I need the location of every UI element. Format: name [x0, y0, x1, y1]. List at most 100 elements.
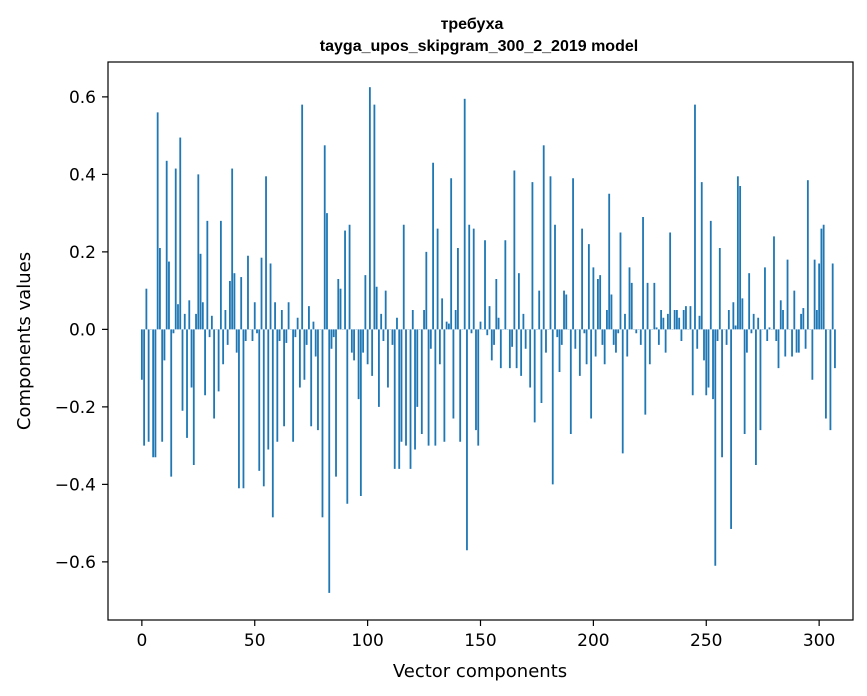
bar-61	[278, 329, 281, 342]
bar-2	[145, 288, 148, 330]
bar-186	[560, 329, 563, 345]
bar-277	[766, 329, 769, 342]
bar-302	[822, 224, 825, 330]
bar-98	[362, 329, 365, 353]
bar-284	[782, 310, 784, 330]
bar-278	[768, 327, 771, 330]
bar-59	[274, 302, 276, 330]
bar-153	[486, 329, 489, 336]
bar-237	[676, 310, 678, 330]
bar-215	[626, 329, 629, 357]
bar-13	[170, 329, 173, 477]
bar-125	[423, 310, 425, 330]
bar-85	[332, 329, 335, 338]
bar-282	[777, 329, 780, 369]
bar-18	[181, 329, 184, 411]
bar-42	[235, 329, 238, 353]
y-tick-label: 0.6	[69, 88, 96, 108]
bar-12	[168, 261, 170, 330]
bar-208	[610, 294, 613, 330]
bar-172	[529, 329, 532, 388]
bar-100	[366, 329, 369, 365]
bar-109	[387, 329, 389, 388]
bar-169	[522, 313, 525, 330]
bar-37	[224, 310, 227, 330]
bar-102	[371, 329, 374, 376]
bar-124	[420, 329, 423, 435]
bar-212	[619, 232, 622, 330]
bar-266	[741, 298, 744, 330]
bar-174	[533, 329, 536, 423]
bar-156	[493, 329, 495, 345]
bar-250	[705, 329, 708, 396]
bar-289	[793, 290, 796, 330]
bar-272	[755, 329, 757, 466]
bar-249	[703, 329, 705, 361]
bar-210	[615, 329, 617, 353]
x-tick-label: 300	[803, 631, 835, 651]
bar-3	[147, 329, 150, 442]
bar-158	[497, 317, 500, 330]
y-tick-label: 0.2	[69, 243, 96, 263]
bar-31	[210, 315, 213, 330]
bar-122	[416, 329, 419, 407]
bar-238	[678, 317, 681, 330]
bar-264	[736, 176, 739, 330]
bar-7	[156, 112, 159, 330]
bar-11	[165, 160, 168, 330]
bar-231	[662, 317, 665, 330]
bar-288	[791, 329, 793, 357]
bar-244	[691, 329, 694, 396]
bar-50	[253, 302, 256, 330]
bar-24	[195, 313, 197, 330]
bar-53	[260, 257, 263, 330]
bar-203	[599, 275, 602, 330]
bar-219	[635, 329, 638, 334]
bar-211	[617, 329, 620, 334]
bar-245	[694, 104, 696, 330]
bar-28	[204, 329, 206, 396]
bar-39	[229, 280, 231, 330]
bar-170	[524, 329, 527, 349]
bar-269	[748, 273, 751, 330]
bar-199	[590, 329, 593, 419]
bar-236	[673, 310, 676, 330]
bar-58	[271, 329, 274, 518]
bar-204	[601, 329, 604, 345]
bar-152	[484, 240, 486, 330]
bar-47	[247, 255, 249, 330]
bar-191	[572, 178, 574, 330]
bar-51	[256, 329, 258, 334]
bar-1	[143, 329, 146, 446]
bar-34	[217, 329, 220, 392]
bar-35	[219, 220, 222, 330]
bar-137	[450, 178, 453, 330]
bar-251	[707, 329, 710, 388]
bar-182	[551, 329, 554, 485]
bar-82	[326, 213, 328, 330]
bar-222	[642, 217, 644, 330]
bar-143	[463, 98, 466, 330]
bar-6	[154, 329, 157, 458]
bar-295	[806, 180, 809, 330]
bar-253	[712, 329, 714, 400]
bar-64	[285, 329, 288, 343]
chart-title: требуха	[441, 16, 504, 33]
bar-297	[811, 329, 814, 380]
bar-283	[779, 300, 782, 330]
bar-305	[829, 329, 832, 431]
bar-49	[251, 329, 254, 342]
bar-271	[752, 313, 755, 330]
bar-298	[813, 259, 816, 330]
x-axis-label: Vector components	[393, 661, 567, 682]
bar-128	[429, 329, 432, 349]
bar-60	[276, 329, 279, 442]
bar-163	[508, 329, 511, 369]
bar-260	[727, 310, 730, 330]
bar-217	[630, 282, 633, 330]
bar-94	[353, 329, 355, 361]
bar-206	[606, 310, 608, 330]
bar-209	[612, 329, 615, 345]
bar-155	[490, 329, 493, 361]
bar-306	[831, 263, 834, 330]
